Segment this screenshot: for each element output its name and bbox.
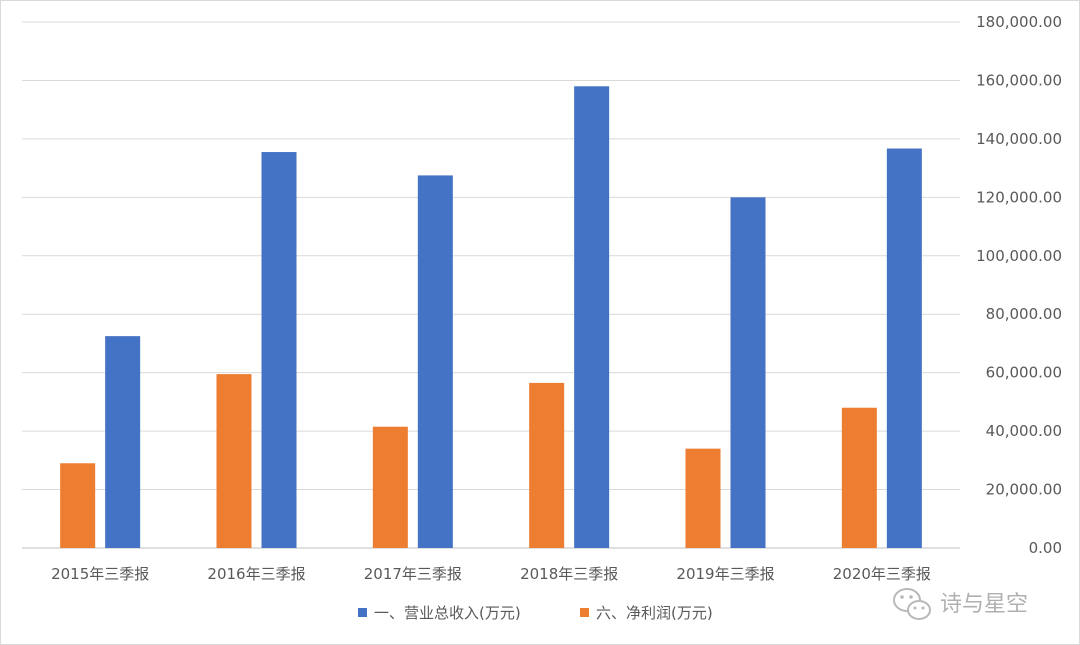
- y-tick-label: 40,000.00: [986, 422, 1062, 440]
- legend-item: 六、净利润(万元): [580, 604, 713, 622]
- x-category-label: 2015年三季报: [51, 565, 149, 583]
- legend-item: 一、营业总收入(万元): [358, 604, 521, 622]
- y-tick-label: 60,000.00: [986, 364, 1062, 382]
- bar-total-revenue: [261, 152, 297, 549]
- bar-total-revenue: [105, 336, 141, 548]
- y-tick-label: 160,000.00: [976, 71, 1062, 89]
- y-tick-label: 100,000.00: [976, 247, 1062, 265]
- legend-label: 六、净利润(万元): [596, 604, 713, 622]
- bar-total-revenue: [730, 197, 766, 549]
- bar-net-profit: [372, 426, 408, 548]
- legend-swatch: [358, 608, 367, 617]
- legend-swatch: [580, 608, 589, 617]
- bar-total-revenue: [886, 148, 922, 548]
- wechat-icon: [893, 588, 931, 620]
- watermark-text: 诗与星空: [940, 592, 1028, 617]
- bar-net-profit: [60, 463, 96, 548]
- x-category-label: 2020年三季报: [833, 565, 931, 583]
- bars: [60, 86, 922, 549]
- gridlines: [22, 21, 960, 549]
- y-axis-ticks: 0.00 20,000.00 40,000.00 60,000.00 80,000.00…: [976, 13, 1062, 557]
- legend: 一、营业总收入(万元) 六、净利润(万元): [358, 604, 713, 622]
- y-tick-label: 20,000.00: [986, 481, 1062, 499]
- bar-net-profit: [529, 382, 565, 548]
- x-category-label: 2019年三季报: [676, 565, 774, 583]
- watermark: 诗与星空: [893, 588, 1028, 620]
- bar-net-profit: [841, 407, 877, 548]
- y-tick-label: 0.00: [1029, 539, 1062, 557]
- x-category-label: 2017年三季报: [364, 565, 462, 583]
- bar-total-revenue: [574, 86, 610, 549]
- y-tick-label: 120,000.00: [976, 188, 1062, 206]
- bar-total-revenue: [417, 175, 453, 548]
- x-category-label: 2016年三季报: [207, 565, 305, 583]
- bar-net-profit: [216, 374, 252, 548]
- bar-net-profit: [685, 448, 721, 548]
- legend-label: 一、营业总收入(万元): [374, 604, 521, 622]
- y-tick-label: 180,000.00: [976, 13, 1062, 31]
- x-category-label: 2018年三季报: [520, 565, 618, 583]
- y-tick-label: 140,000.00: [976, 130, 1062, 148]
- y-tick-label: 80,000.00: [986, 305, 1062, 323]
- x-axis-categories: 2015年三季报 2016年三季报 2017年三季报 2018年三季报 2019年三季报…: [51, 565, 931, 583]
